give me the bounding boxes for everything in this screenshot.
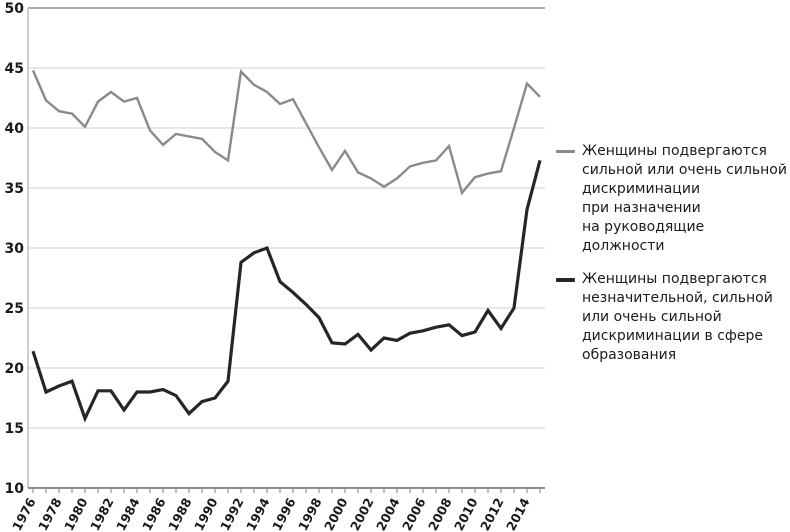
y-tick-label: 20 <box>5 361 25 377</box>
series-line-leadership <box>31 69 541 196</box>
y-tick-label: 10 <box>5 481 25 497</box>
legend-label-leadership: Женщины подвергаются сильной или очень с… <box>582 143 787 254</box>
series-line-education <box>31 159 542 423</box>
discrimination-line-chart: 1015202530354045501976197819801982198419… <box>5 1 545 532</box>
y-tick-label: 40 <box>5 121 25 137</box>
legend-label-education: Женщины подвергаются незначительной, сил… <box>582 271 773 363</box>
y-tick-label: 35 <box>5 181 24 197</box>
legend-item-leadership: Женщины подвергаются сильной или очень с… <box>554 142 790 256</box>
legend-item-education: Женщины подвергаются незначительной, сил… <box>554 270 790 365</box>
y-tick-label: 50 <box>5 1 25 17</box>
chart-legend: Женщины подвергаются сильной или очень с… <box>554 142 790 365</box>
legend-marker-black-line-icon <box>556 278 575 282</box>
y-tick-label: 45 <box>5 61 24 77</box>
y-tick-label: 25 <box>5 301 24 317</box>
y-tick-label: 15 <box>5 421 24 437</box>
x-tick-label: 2014 <box>503 495 533 532</box>
legend-marker-gray-line-icon <box>556 150 575 154</box>
y-tick-label: 30 <box>5 241 25 257</box>
